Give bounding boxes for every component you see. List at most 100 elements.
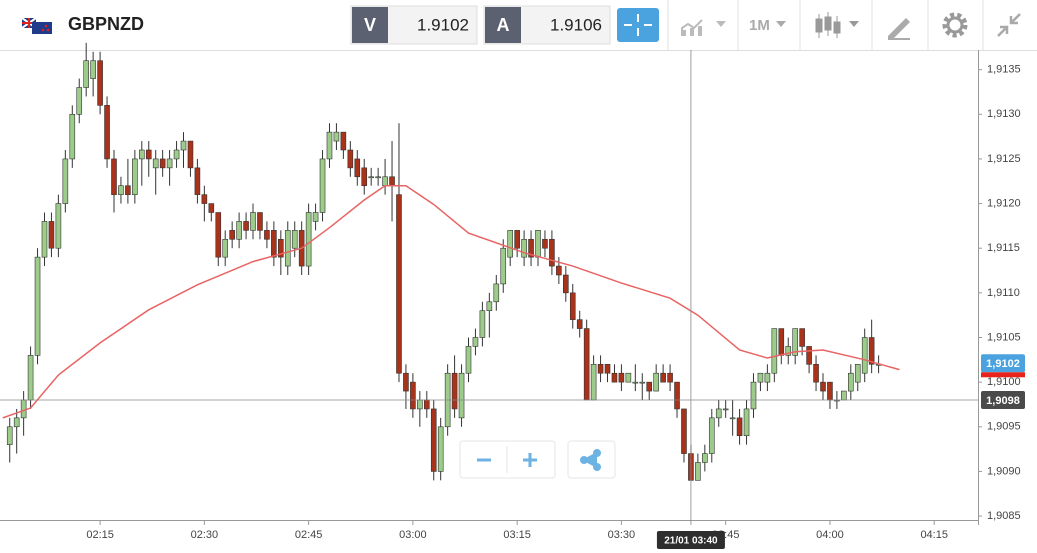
x-tick-label: 02:30 (191, 529, 219, 541)
candle-body (590, 363, 597, 401)
candle-body (472, 337, 479, 347)
y-tick-label: 1,9090 (987, 465, 1021, 477)
candle-body (681, 408, 687, 454)
bid-price: 1.9102 (417, 15, 469, 34)
x-tick-label: 02:45 (295, 529, 323, 541)
symbol: GBPNZD (68, 14, 144, 34)
candle-body (90, 60, 96, 79)
candle-body (340, 131, 347, 151)
candle-body (500, 247, 507, 285)
candle-body (76, 87, 83, 115)
candle-body (757, 372, 764, 383)
candle-body (556, 265, 562, 276)
draw-button[interactable] (888, 18, 910, 40)
candle-body (465, 346, 472, 374)
candle-body (333, 131, 340, 142)
candle-body (820, 381, 826, 392)
candle-body (813, 363, 819, 383)
candle-body (173, 149, 180, 160)
candle-body (604, 363, 611, 374)
last-price-label: 1,9102 (986, 358, 1020, 370)
candle-body (423, 399, 430, 410)
candle-body (250, 212, 256, 231)
candle-body (111, 158, 117, 195)
candle-body (563, 274, 569, 294)
candle-body (6, 426, 13, 445)
candle-body (132, 158, 138, 195)
ask-label: A (497, 15, 510, 35)
crosshair-y-label: 1,9098 (986, 395, 1020, 407)
collapse-button[interactable] (997, 13, 1021, 37)
candle-body (729, 417, 736, 420)
chart-type-button[interactable] (681, 19, 726, 36)
candle-body (827, 381, 833, 401)
candle-body (493, 283, 500, 303)
candle-body (291, 230, 298, 249)
candle-body (458, 372, 465, 419)
candle-body (83, 60, 89, 88)
last-price-tag (981, 354, 1025, 373)
bid-tag (352, 7, 388, 43)
candle-body (396, 194, 402, 374)
ask-price: 1.9106 (550, 15, 602, 34)
candle-body (41, 221, 48, 258)
plot: 1,9085 1,9090 1,9095 1,9100 1,9105 1,9110 1,91… (0, 42, 1025, 549)
candle-body (34, 256, 41, 356)
candle-body (861, 337, 868, 374)
candle-body (451, 372, 458, 410)
candle-body (785, 346, 792, 356)
candle-body (215, 212, 222, 258)
candle-body (639, 381, 646, 384)
candle-body (375, 176, 381, 179)
candle-body (243, 221, 249, 231)
candle-body (646, 381, 653, 392)
candle-body (264, 230, 270, 240)
x-tick-label: 02:15 (86, 529, 114, 541)
candle-body (674, 381, 680, 410)
candle-body (104, 105, 110, 160)
settings-button[interactable] (942, 12, 968, 38)
x-tick-label: 04:00 (816, 529, 844, 541)
candle-body (354, 158, 361, 178)
candle-body (507, 230, 514, 258)
candle-body (528, 238, 534, 258)
candle-body (521, 238, 527, 258)
last-price-bar (981, 372, 1025, 378)
candle-body (159, 158, 166, 169)
moving-average (2, 184, 900, 419)
candle-body (653, 372, 659, 392)
candle-body (417, 399, 423, 410)
timeframe-caret (776, 21, 786, 27)
candle-body (736, 417, 743, 437)
candle-body (771, 328, 778, 374)
candle-body (13, 417, 20, 428)
candle-body (118, 185, 124, 195)
candle-body (632, 381, 639, 384)
crosshair-x-tag (656, 531, 725, 549)
zoom-in[interactable] (523, 453, 537, 467)
flag (21, 17, 52, 34)
candle-body (305, 212, 312, 267)
candle-body (236, 221, 242, 240)
candle-body (326, 131, 333, 160)
candle-body (410, 381, 416, 410)
candle-body (403, 372, 409, 392)
timeframe[interactable]: 1M (749, 17, 770, 34)
candle-body (437, 426, 444, 472)
candle-body (806, 346, 812, 365)
bid-label: V (364, 15, 376, 35)
candle-body (764, 372, 771, 383)
y-tick-label: 1,9120 (987, 197, 1021, 209)
candle-body (535, 230, 541, 258)
candle-body (542, 238, 548, 249)
x-tick-label: 03:00 (399, 529, 427, 541)
candle-body (152, 158, 159, 169)
candle-body (229, 230, 235, 240)
candle-body (799, 328, 805, 347)
candle-body (319, 158, 326, 213)
crosshair-button[interactable] (617, 8, 659, 42)
candle-type-button[interactable] (815, 12, 859, 38)
candle-body (62, 158, 69, 204)
x-tick-label: 03:30 (608, 529, 636, 541)
